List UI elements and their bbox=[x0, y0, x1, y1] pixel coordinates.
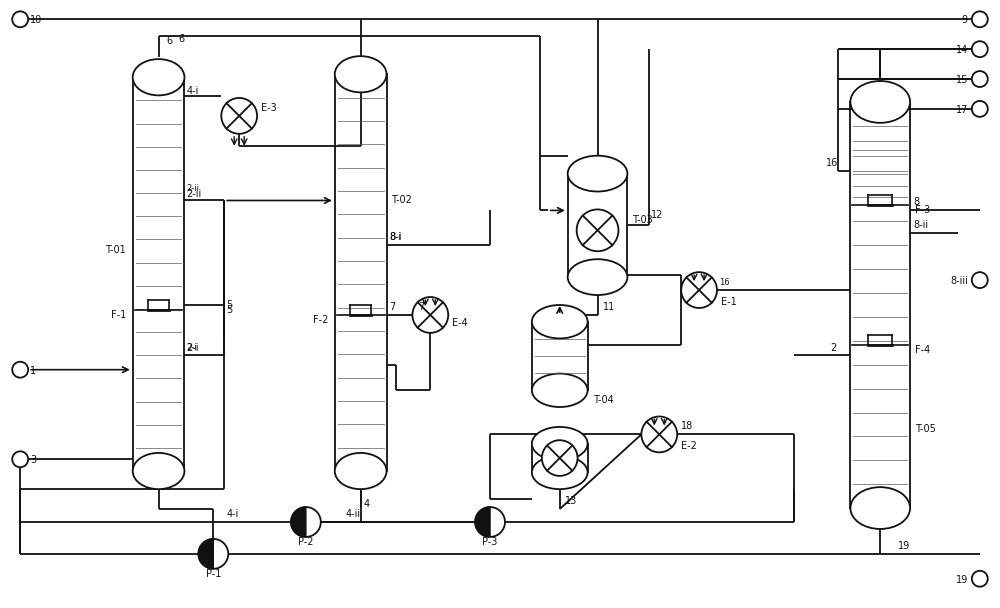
Text: 5: 5 bbox=[226, 300, 233, 310]
Text: 9: 9 bbox=[962, 15, 968, 26]
Text: 7: 7 bbox=[390, 302, 396, 312]
Text: 2-i: 2-i bbox=[186, 344, 197, 352]
Text: 2-i: 2-i bbox=[186, 343, 199, 353]
Text: 14: 14 bbox=[956, 45, 968, 55]
Circle shape bbox=[972, 272, 988, 288]
Ellipse shape bbox=[133, 59, 184, 95]
Ellipse shape bbox=[568, 259, 627, 295]
Circle shape bbox=[12, 451, 28, 468]
Circle shape bbox=[972, 101, 988, 117]
Text: E-2: E-2 bbox=[681, 441, 697, 451]
Ellipse shape bbox=[532, 456, 588, 489]
Ellipse shape bbox=[532, 373, 588, 407]
Circle shape bbox=[12, 12, 28, 27]
Text: 4-i: 4-i bbox=[226, 509, 239, 519]
Circle shape bbox=[412, 297, 448, 333]
Circle shape bbox=[972, 41, 988, 57]
Bar bbox=[568, 174, 627, 277]
Circle shape bbox=[972, 71, 988, 87]
Text: 4-ii: 4-ii bbox=[346, 509, 361, 519]
Circle shape bbox=[221, 98, 257, 134]
Circle shape bbox=[641, 416, 677, 452]
Text: F-3: F-3 bbox=[915, 206, 930, 215]
Text: E-4: E-4 bbox=[452, 318, 468, 328]
Text: 6: 6 bbox=[167, 36, 173, 46]
Text: 5: 5 bbox=[226, 305, 233, 315]
Ellipse shape bbox=[133, 453, 184, 489]
Text: 13: 13 bbox=[565, 496, 577, 506]
Ellipse shape bbox=[335, 453, 387, 489]
Text: 7: 7 bbox=[418, 302, 425, 312]
Text: 16: 16 bbox=[826, 157, 838, 168]
Text: 11: 11 bbox=[603, 302, 615, 312]
Text: 19: 19 bbox=[956, 575, 968, 585]
Text: P-1: P-1 bbox=[206, 568, 221, 579]
Bar bbox=[335, 74, 387, 471]
Circle shape bbox=[12, 362, 28, 378]
Bar bbox=[133, 77, 184, 471]
Ellipse shape bbox=[335, 56, 387, 92]
Text: F-4: F-4 bbox=[915, 345, 930, 355]
Text: 8-iii: 8-iii bbox=[950, 276, 968, 286]
Text: 17: 17 bbox=[955, 105, 968, 115]
Text: 16: 16 bbox=[719, 278, 730, 286]
Text: 2-ii: 2-ii bbox=[186, 188, 202, 198]
Text: 2-ii: 2-ii bbox=[186, 184, 199, 193]
Polygon shape bbox=[475, 507, 490, 537]
Circle shape bbox=[542, 440, 578, 476]
Circle shape bbox=[475, 507, 505, 537]
Circle shape bbox=[972, 571, 988, 587]
Text: 4-i: 4-i bbox=[186, 86, 199, 96]
Text: 19: 19 bbox=[898, 541, 910, 551]
Text: 2: 2 bbox=[830, 343, 837, 353]
Text: 12: 12 bbox=[651, 210, 664, 221]
Text: E-3: E-3 bbox=[261, 103, 277, 113]
Text: 4: 4 bbox=[364, 499, 370, 509]
Text: 18: 18 bbox=[681, 421, 693, 432]
Text: T-04: T-04 bbox=[593, 395, 613, 404]
Bar bbox=[850, 102, 910, 508]
Circle shape bbox=[681, 272, 717, 308]
Text: 8: 8 bbox=[913, 198, 919, 207]
Text: E-1: E-1 bbox=[721, 297, 737, 307]
Text: T-05: T-05 bbox=[915, 424, 936, 435]
Polygon shape bbox=[291, 507, 306, 537]
Text: 8-i: 8-i bbox=[390, 232, 402, 243]
Text: 8-i: 8-i bbox=[390, 232, 402, 243]
Ellipse shape bbox=[532, 305, 588, 339]
Text: 15: 15 bbox=[955, 75, 968, 85]
Polygon shape bbox=[198, 539, 213, 569]
Text: 10: 10 bbox=[30, 15, 42, 26]
Text: 8-ii: 8-ii bbox=[913, 220, 928, 230]
Ellipse shape bbox=[532, 427, 588, 460]
Text: P-3: P-3 bbox=[482, 537, 498, 547]
Text: F-1: F-1 bbox=[111, 310, 126, 320]
Text: 3: 3 bbox=[30, 455, 36, 465]
Bar bbox=[532, 322, 588, 390]
Circle shape bbox=[577, 209, 618, 251]
Circle shape bbox=[291, 507, 321, 537]
Text: T-03: T-03 bbox=[632, 215, 653, 226]
Circle shape bbox=[972, 12, 988, 27]
Text: F-2: F-2 bbox=[313, 315, 328, 325]
Text: T-02: T-02 bbox=[391, 196, 412, 206]
Ellipse shape bbox=[850, 487, 910, 529]
Text: P-2: P-2 bbox=[298, 537, 314, 547]
Bar bbox=[532, 444, 588, 472]
Ellipse shape bbox=[850, 81, 910, 123]
Circle shape bbox=[198, 539, 228, 569]
Text: T-01: T-01 bbox=[105, 245, 126, 255]
Text: 1: 1 bbox=[30, 365, 36, 376]
Text: 6: 6 bbox=[178, 34, 185, 44]
Ellipse shape bbox=[568, 156, 627, 192]
